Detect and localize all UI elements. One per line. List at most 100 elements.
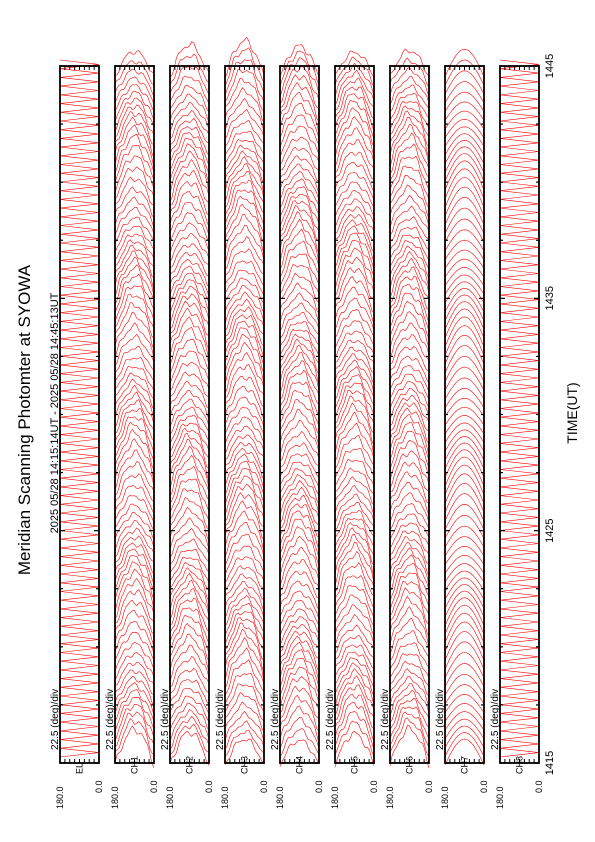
scan-trace [279,616,320,646]
scan-trace [114,322,155,359]
scan-trace [169,478,210,514]
panel-traces [389,48,430,769]
scan-trace [334,267,375,301]
scan-trace [389,725,430,769]
scan-trace [114,408,155,442]
scan-trace [114,333,155,367]
scan-trace [279,211,320,255]
scan-trace [169,406,210,435]
panel-ymax-label: 180.0 [110,786,120,809]
scan-trace [224,306,265,337]
scan-trace [279,352,320,395]
scan-trace [114,176,155,206]
scan-trace [279,571,320,599]
scan-trace [224,248,265,277]
scan-trace [444,274,485,295]
scan-trace [114,372,155,400]
scan-trace [224,483,265,522]
scan-trace [444,406,485,426]
scan-trace [389,205,430,236]
scan-trace [334,395,375,434]
scan-trace [389,155,430,190]
scan-trace [334,509,375,539]
scan-trace [389,580,430,617]
panel-ymin-label: 0.0 [94,780,104,793]
panel-channel-label: EL [75,763,85,774]
scan-trace [279,486,320,524]
scan-trace [114,166,155,200]
scan-trace [224,213,265,255]
scan-trace [334,116,375,159]
scan-trace [389,394,430,427]
scan-trace [279,535,320,577]
scan-trace [334,467,375,495]
scan-trace [114,652,155,681]
scan-trace [444,525,485,548]
scan-trace [224,565,265,590]
panel-group: 22.5 (deg)/div 180.0 0.0 EL 22.5 (deg)/div 18… [50,36,544,809]
scan-trace [114,461,155,496]
scan-trace [334,731,375,768]
scan-trace [114,577,155,620]
scan-trace [114,662,155,686]
panel-scale-label: 22.5 (deg)/div [435,689,446,750]
scan-trace [114,610,155,647]
scan-trace [224,683,265,713]
scan-trace [169,422,210,453]
scan-trace [169,243,210,268]
scan-trace [334,232,375,270]
scan-trace [444,281,485,304]
scan-trace [224,588,265,619]
scan-trace [114,675,155,707]
scan-trace [279,292,320,324]
scan-trace [334,320,375,349]
scan-trace [169,371,210,398]
scan-trace [334,614,375,647]
scan-trace [444,503,485,530]
scan-trace [279,44,320,78]
scan-trace [279,526,320,566]
scan-trace [224,386,265,420]
scan-trace [114,378,155,410]
scan-trace [389,653,430,678]
scan-trace [334,435,375,470]
scan-trace [279,125,320,158]
panel-ch4: 22.5 (deg)/div 180.0 0.0 CH4 [270,44,324,809]
scan-trace [389,276,430,311]
scan-trace [169,380,210,410]
scan-trace [444,239,485,260]
scan-trace [444,118,485,138]
scan-trace [224,260,265,287]
scan-trace [114,503,155,531]
scan-trace [279,240,320,279]
scan-trace [444,621,485,652]
scan-trace [334,62,375,98]
scan-trace [334,225,375,264]
scan-trace [334,501,375,531]
scan-trace [114,239,155,268]
panel-ymin-label: 0.0 [369,780,379,793]
scan-trace [334,517,375,548]
scan-trace [444,287,485,313]
scan-trace [334,701,375,742]
scan-trace [334,151,375,180]
scan-trace [114,155,155,194]
scan-trace [169,272,210,304]
scan-trace [224,611,265,645]
x-axis-label: TIME(UT) [564,382,580,443]
scan-trace [169,572,210,612]
scan-trace [444,207,485,234]
scan-trace [279,705,320,743]
scan-trace [389,100,430,130]
scan-trace [224,533,265,566]
scan-trace [279,178,320,209]
scan-trace [334,353,375,385]
scan-trace [279,503,320,538]
panel-ymax-label: 180.0 [275,786,285,809]
scan-trace [114,428,155,471]
scan-trace [279,74,320,109]
scan-trace [224,468,265,506]
scan-trace [279,716,320,750]
scan-trace [389,216,430,242]
scan-trace [224,189,265,226]
